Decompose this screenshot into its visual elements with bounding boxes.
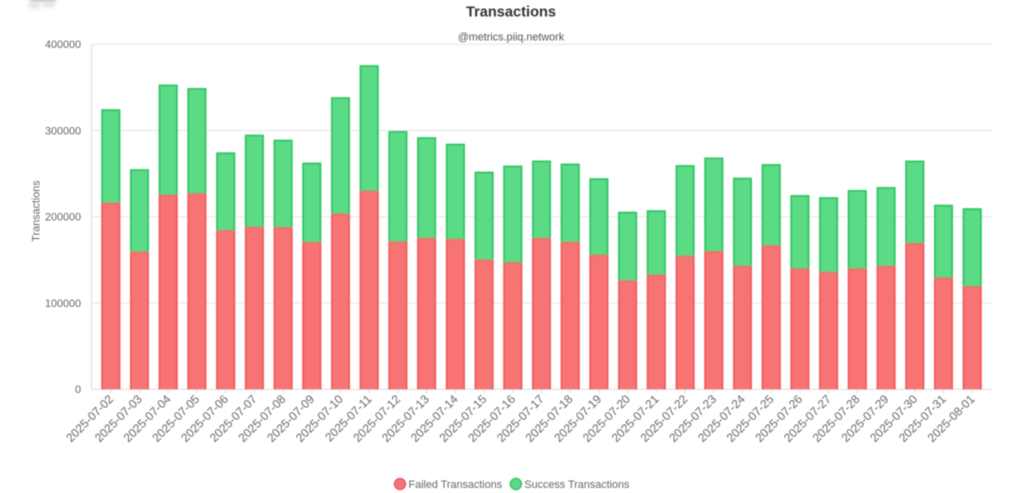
svg-text:300000: 300000: [45, 125, 81, 137]
svg-text:400000: 400000: [45, 39, 81, 51]
svg-text:200000: 200000: [45, 212, 81, 224]
svg-text:@metrics.piiq.network: @metrics.piiq.network: [458, 32, 565, 44]
svg-text:0: 0: [75, 384, 81, 396]
svg-text:Success Transactions: Success Transactions: [524, 479, 630, 491]
svg-text:100000: 100000: [45, 298, 81, 310]
svg-text:Transactions: Transactions: [31, 180, 43, 242]
svg-text:Failed Transactions: Failed Transactions: [409, 479, 503, 491]
svg-text:Transactions: Transactions: [466, 5, 556, 21]
